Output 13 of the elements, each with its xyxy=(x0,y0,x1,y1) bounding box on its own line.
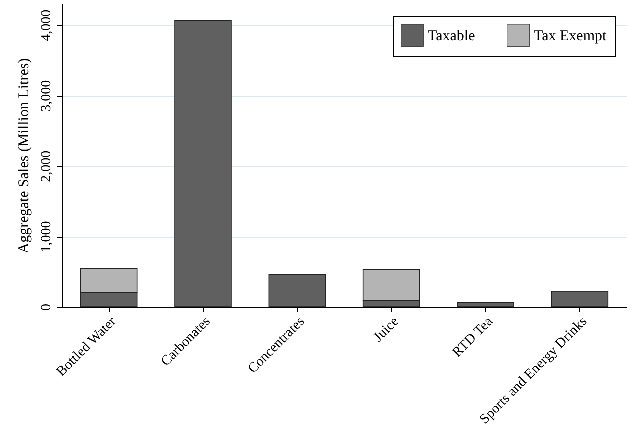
y-axis-title: Aggregate Sales (Million Litres) xyxy=(16,58,32,254)
legend-label: Tax Exempt xyxy=(534,28,608,45)
x-tick-label: RTD Tea xyxy=(450,314,497,361)
y-tick-label: 3,000 xyxy=(40,80,54,112)
bar xyxy=(174,20,232,308)
y-tick-label: 0 xyxy=(40,304,54,311)
y-tick-label: 4,000 xyxy=(40,10,54,42)
legend-label: Taxable xyxy=(428,28,476,45)
y-tick-label: 1,000 xyxy=(40,221,54,253)
bar xyxy=(457,302,514,308)
bar xyxy=(551,291,609,308)
y-tick-label: 2,000 xyxy=(40,150,54,182)
bar xyxy=(268,274,326,308)
